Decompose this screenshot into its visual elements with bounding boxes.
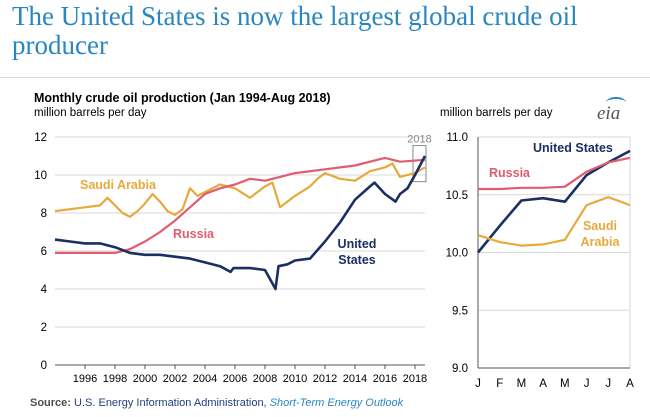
main-x-tick-label: 2012 (313, 373, 337, 385)
header-divider (0, 77, 650, 78)
side-x-tick-label: A (539, 378, 547, 390)
main-x-tick-label: 2014 (343, 373, 367, 385)
source-agency: U.S. Energy Information Administration, (74, 397, 267, 409)
main-series-saudi-arabia (54, 162, 426, 218)
source-note: Source: U.S. Energy Information Administ… (30, 397, 403, 409)
main-x-tick-label: 2002 (163, 373, 187, 385)
main-x-tick-label: 1998 (103, 373, 127, 385)
main-x-tick-label: 1996 (73, 373, 97, 385)
eia-logo: eia (597, 103, 621, 124)
main-series-united-states (54, 155, 427, 291)
side-label-saudi-arabia: Arabia (581, 235, 621, 249)
main-series-russia (55, 156, 426, 254)
main-x-tick-label: 2010 (283, 373, 307, 385)
main-y-tick-label: 6 (41, 246, 47, 258)
side-x-tick-label: M (560, 378, 570, 390)
side-x-tick-label: J (475, 378, 481, 390)
main-label-united-states: States (338, 253, 376, 267)
side-y-tick-label: 9.5 (452, 305, 468, 317)
side-y-tick-label: 11.0 (446, 132, 468, 144)
main-x-tick-label: 2016 (373, 373, 397, 385)
main-chart-units: million barrels per day (34, 107, 147, 119)
main-y-tick-label: 0 (41, 360, 47, 372)
main-x-tick-label: 2008 (253, 373, 277, 385)
main-y-tick-label: 8 (41, 208, 47, 220)
side-label-united-states: United States (533, 141, 613, 155)
side-x-tick-label: J (605, 378, 611, 390)
headline: The United States is now the largest glo… (12, 1, 578, 60)
main-label-russia: Russia (173, 227, 215, 241)
side-x-tick-label: J (584, 378, 590, 390)
main-y-tick-label: 2 (41, 322, 47, 334)
source-label: Source: (30, 397, 71, 409)
main-x-tick-label: 2000 (133, 373, 157, 385)
main-2018-annotation: 2018 (407, 134, 431, 146)
eia-logo-swoosh (606, 97, 626, 108)
side-x-tick-label: M (517, 378, 527, 390)
side-chart-units: million barrels per day (440, 107, 553, 119)
main-2018-highlight-box (412, 145, 427, 183)
main-label-united-states: United (338, 237, 377, 251)
side-x-tick-label: F (496, 378, 503, 390)
side-y-tick-label: 10.0 (446, 248, 468, 260)
source-link[interactable]: Short-Term Energy Outlook (269, 397, 404, 409)
main-y-tick-label: 4 (41, 284, 48, 296)
main-y-tick-label: 10 (34, 170, 47, 182)
main-x-tick-label: 2018 (403, 373, 427, 385)
side-series-russia (478, 156, 631, 191)
side-x-tick-label: A (626, 378, 634, 390)
main-x-tick-label: 2004 (193, 373, 217, 385)
main-chart-title: Monthly crude oil production (Jan 1994-A… (34, 91, 331, 105)
side-y-tick-label: 9.0 (452, 363, 468, 375)
side-label-saudi-arabia: Saudi (583, 219, 617, 233)
main-label-saudi-arabia: Saudi Arabia (80, 178, 157, 192)
side-series-saudi-arabia (477, 196, 631, 247)
main-x-tick-label: 2006 (223, 373, 247, 385)
main-y-tick-label: 12 (34, 132, 47, 144)
side-y-tick-label: 10.5 (446, 190, 468, 202)
side-label-russia: Russia (489, 166, 531, 180)
